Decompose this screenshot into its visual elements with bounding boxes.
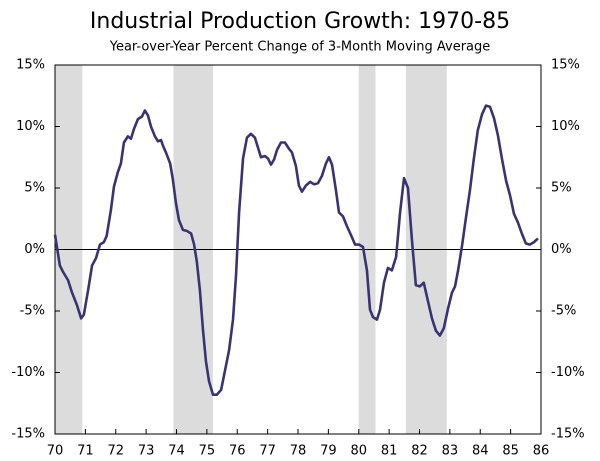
y-tick-label: 0% — [24, 242, 45, 257]
x-tick-label: 78 — [290, 444, 307, 459]
x-tick-label: 74 — [168, 444, 185, 459]
x-tick-label: 83 — [442, 444, 459, 459]
y-tick-label: -10% — [11, 365, 45, 380]
x-tick-label: 75 — [199, 444, 216, 459]
chart-title: Industrial Production Growth: 1970-85 — [90, 9, 510, 34]
y2-tick-label: 10% — [551, 119, 580, 134]
y2-tick-label: 15% — [551, 58, 580, 73]
x-tick-label: 86 — [533, 444, 550, 459]
y-tick-label: -15% — [11, 427, 45, 442]
x-tick-label: 76 — [229, 444, 246, 459]
x-tick-label: 71 — [77, 444, 94, 459]
x-tick-label: 70 — [47, 444, 64, 459]
y2-tick-label: 0% — [551, 242, 572, 257]
y2-tick-label: -5% — [551, 304, 576, 319]
x-tick-label: 73 — [138, 444, 155, 459]
x-tick-label: 82 — [411, 444, 428, 459]
x-tick-label: 80 — [350, 444, 367, 459]
y-tick-label: -5% — [20, 304, 45, 319]
data-line — [53, 104, 539, 396]
y-tick-label: 10% — [16, 119, 45, 134]
y2-tick-label: 5% — [551, 181, 572, 196]
y2-tick-label: -10% — [551, 365, 585, 380]
y2-tick-label: -15% — [551, 427, 585, 442]
x-tick-label: 81 — [381, 444, 398, 459]
y-tick-label: 15% — [16, 58, 45, 73]
x-tick-label: 77 — [259, 444, 276, 459]
chart-subtitle: Year-over-Year Percent Change of 3-Month… — [109, 40, 491, 55]
x-tick-label: 72 — [107, 444, 124, 459]
x-tick-label: 85 — [502, 444, 519, 459]
x-tick-label: 84 — [472, 444, 489, 459]
y-tick-label: 5% — [24, 181, 45, 196]
x-tick-label: 79 — [320, 444, 337, 459]
